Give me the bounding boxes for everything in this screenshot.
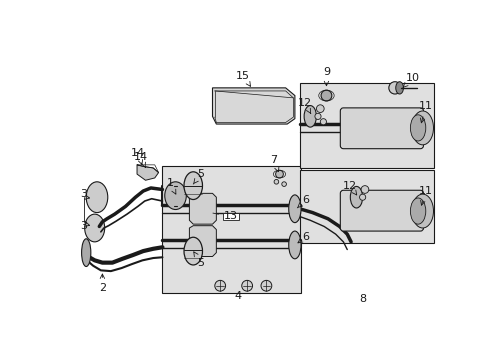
Ellipse shape xyxy=(183,172,202,199)
Text: 2: 2 xyxy=(99,274,106,293)
Circle shape xyxy=(359,194,365,200)
Text: 11: 11 xyxy=(418,101,432,123)
Bar xyxy=(162,166,301,293)
Text: 8: 8 xyxy=(358,294,366,304)
Circle shape xyxy=(360,186,368,193)
Ellipse shape xyxy=(409,198,425,224)
Text: 13: 13 xyxy=(212,211,238,221)
Polygon shape xyxy=(137,165,158,180)
Ellipse shape xyxy=(86,182,107,213)
Ellipse shape xyxy=(304,105,316,127)
Text: 6: 6 xyxy=(297,195,308,208)
Ellipse shape xyxy=(81,239,91,266)
Text: 6: 6 xyxy=(297,232,308,243)
Circle shape xyxy=(241,280,252,291)
Text: 15: 15 xyxy=(236,71,250,86)
Circle shape xyxy=(321,90,331,101)
Circle shape xyxy=(320,119,326,125)
Polygon shape xyxy=(189,193,216,224)
Bar xyxy=(299,83,433,168)
Text: 5: 5 xyxy=(193,252,204,267)
Text: 1: 1 xyxy=(166,178,176,194)
Circle shape xyxy=(214,280,225,291)
Ellipse shape xyxy=(84,214,104,242)
Text: 10: 10 xyxy=(402,73,419,87)
Circle shape xyxy=(314,113,321,120)
Ellipse shape xyxy=(409,115,425,141)
Text: 5: 5 xyxy=(193,169,204,184)
Bar xyxy=(299,170,433,243)
Circle shape xyxy=(274,180,278,184)
Circle shape xyxy=(388,82,400,94)
Bar xyxy=(222,213,239,220)
Circle shape xyxy=(281,182,286,186)
Text: 9: 9 xyxy=(322,67,329,86)
Text: 3: 3 xyxy=(80,189,87,199)
Ellipse shape xyxy=(411,194,432,228)
Circle shape xyxy=(275,170,283,178)
Text: 11: 11 xyxy=(418,186,432,205)
Text: 14: 14 xyxy=(130,148,144,165)
Polygon shape xyxy=(212,88,294,124)
Ellipse shape xyxy=(164,182,186,210)
Text: 14: 14 xyxy=(134,152,148,167)
Ellipse shape xyxy=(349,186,362,208)
Circle shape xyxy=(316,105,324,112)
Ellipse shape xyxy=(395,82,403,94)
Text: 12: 12 xyxy=(343,181,357,195)
Text: 4: 4 xyxy=(234,291,241,301)
Text: 3: 3 xyxy=(80,221,87,231)
Ellipse shape xyxy=(411,111,432,145)
Ellipse shape xyxy=(288,195,301,222)
Ellipse shape xyxy=(288,231,301,259)
FancyBboxPatch shape xyxy=(340,190,423,231)
FancyBboxPatch shape xyxy=(340,108,423,149)
Text: 7: 7 xyxy=(270,155,278,172)
Ellipse shape xyxy=(183,237,202,265)
Text: 12: 12 xyxy=(297,98,311,113)
Polygon shape xyxy=(189,226,216,256)
Circle shape xyxy=(261,280,271,291)
